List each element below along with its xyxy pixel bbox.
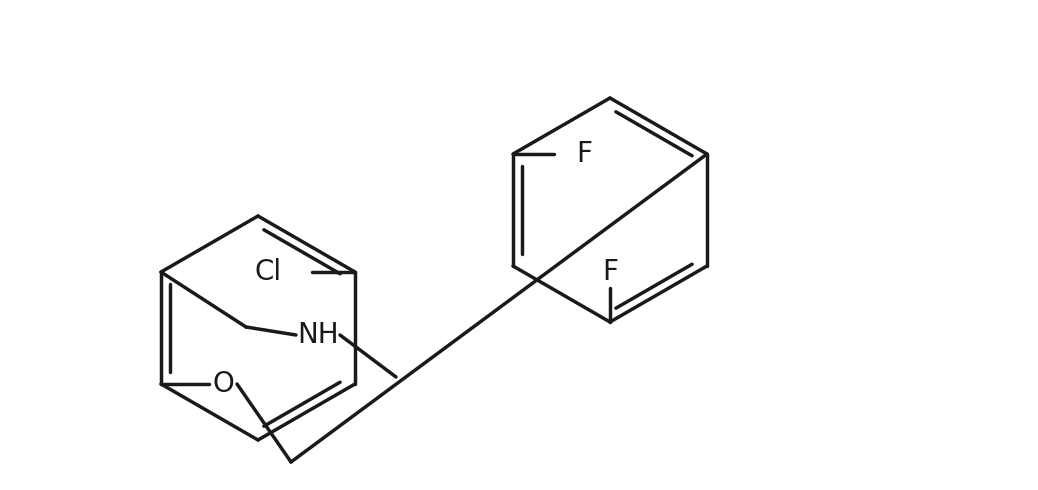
Text: F: F <box>576 140 592 168</box>
Text: F: F <box>602 258 618 286</box>
Text: O: O <box>212 370 234 398</box>
Text: NH: NH <box>297 321 338 349</box>
Text: Cl: Cl <box>255 258 282 286</box>
